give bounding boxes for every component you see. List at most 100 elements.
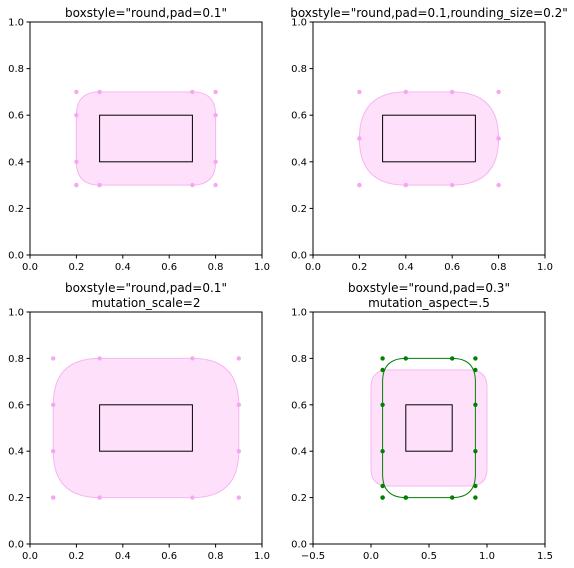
control-point [450,89,455,95]
axes-frame [29,311,263,545]
y-tick-label: 0.4 [291,447,307,458]
subplot-3-title-line-1: boxstyle="round,pad=0.1" [65,281,227,295]
control-point [236,495,241,500]
control-point [450,182,455,188]
control-point [97,495,102,500]
control-point [357,89,362,95]
control-point [380,483,385,489]
y-tick-label: 1.0 [8,18,24,29]
subplot-3-title-line-2: mutation_scale=2 [92,296,201,310]
fancy-box [52,357,240,499]
control-point [190,356,195,361]
y-tick-label: 0.4 [8,447,24,458]
control-point [236,356,241,361]
control-point [496,136,501,141]
subplot-4: boxstyle="round,pad=0.3" mutation_aspect… [291,281,553,562]
y-tick-label: 0.8 [291,64,307,75]
control-point [213,113,218,118]
control-point [450,495,455,500]
y-tick-label: 0.4 [291,157,307,168]
control-point [190,89,195,95]
control-point [380,402,385,407]
x-tick-label: 0.6 [161,551,177,562]
control-point [380,449,385,454]
control-point [403,182,408,188]
x-tick-label: 0.4 [398,262,414,273]
y-tick-label: 0.2 [291,204,307,215]
x-tick-label: −0.5 [301,551,325,562]
control-point [51,495,56,500]
x-tick-label: 0.0 [305,262,321,273]
x-tick-label: 0.2 [351,262,367,273]
control-point [236,402,241,407]
x-tick-label: 0.4 [115,551,131,562]
control-point [403,495,408,500]
control-point [473,449,478,454]
x-tick-label: 1.0 [254,262,270,273]
control-point [213,89,218,95]
control-point [51,449,56,454]
axes-frame [312,21,546,256]
x-tick-label: 0.8 [491,262,507,273]
x-tick-label: 0.2 [68,551,84,562]
inner-rectangle [382,114,476,163]
control-point [357,136,362,141]
inner-rectangle [405,404,453,452]
control-point [74,113,79,118]
control-point [496,89,501,95]
inner-rectangle [99,404,193,452]
y-tick-label: 0.6 [291,400,307,411]
control-point [473,367,478,373]
control-point [74,182,79,188]
y-tick-label: 0.0 [8,540,24,551]
control-point [473,483,478,489]
inner-rectangle [99,114,193,163]
control-point [213,182,218,188]
control-point [403,356,408,361]
y-tick-label: 1.0 [291,18,307,29]
control-point [496,182,501,188]
y-tick-label: 0.2 [8,493,24,504]
y-tick-label: 0.4 [8,157,24,168]
y-tick-label: 0.6 [8,111,24,122]
x-tick-label: 0.6 [161,262,177,273]
y-tick-label: 1.0 [291,308,307,319]
subplot-1-title-line-1: boxstyle="round,pad=0.1" [65,6,227,20]
control-point [74,159,79,164]
x-tick-label: 1.5 [537,551,553,562]
control-point [380,356,385,361]
fancy-box [358,91,500,186]
control-point [213,159,218,164]
y-tick-label: 0.0 [291,251,307,262]
subplot-3: boxstyle="round,pad=0.1" mutation_scale=… [8,281,270,562]
control-point [74,89,79,95]
control-point [450,356,455,361]
y-tick-label: 0.8 [8,64,24,75]
control-point [403,89,408,95]
fancy-box [75,91,217,186]
y-tick-label: 0.6 [8,400,24,411]
y-tick-label: 0.8 [291,354,307,365]
y-tick-label: 0.2 [291,493,307,504]
control-point [380,367,385,373]
axes-frame [29,21,263,256]
x-tick-label: 0.8 [208,551,224,562]
control-point [380,495,385,500]
x-tick-label: 0.4 [115,262,131,273]
x-tick-label: 0.0 [363,551,379,562]
x-tick-label: 0.8 [208,262,224,273]
control-point [97,89,102,95]
y-tick-label: 0.6 [291,111,307,122]
subplot-4-title-line-2: mutation_aspect=.5 [368,296,490,310]
x-tick-label: 1.0 [254,551,270,562]
y-tick-label: 0.0 [8,251,24,262]
control-point [473,402,478,407]
control-point [473,495,478,500]
x-tick-label: 0.0 [22,551,38,562]
control-point [97,356,102,361]
subplot-2-title-line-1: boxstyle="round,pad=0.1,rounding_size=0.… [290,6,568,20]
x-tick-label: 0.0 [22,262,38,273]
subplot-2: boxstyle="round,pad=0.1,rounding_size=0.… [290,6,568,273]
y-tick-label: 0.8 [8,354,24,365]
